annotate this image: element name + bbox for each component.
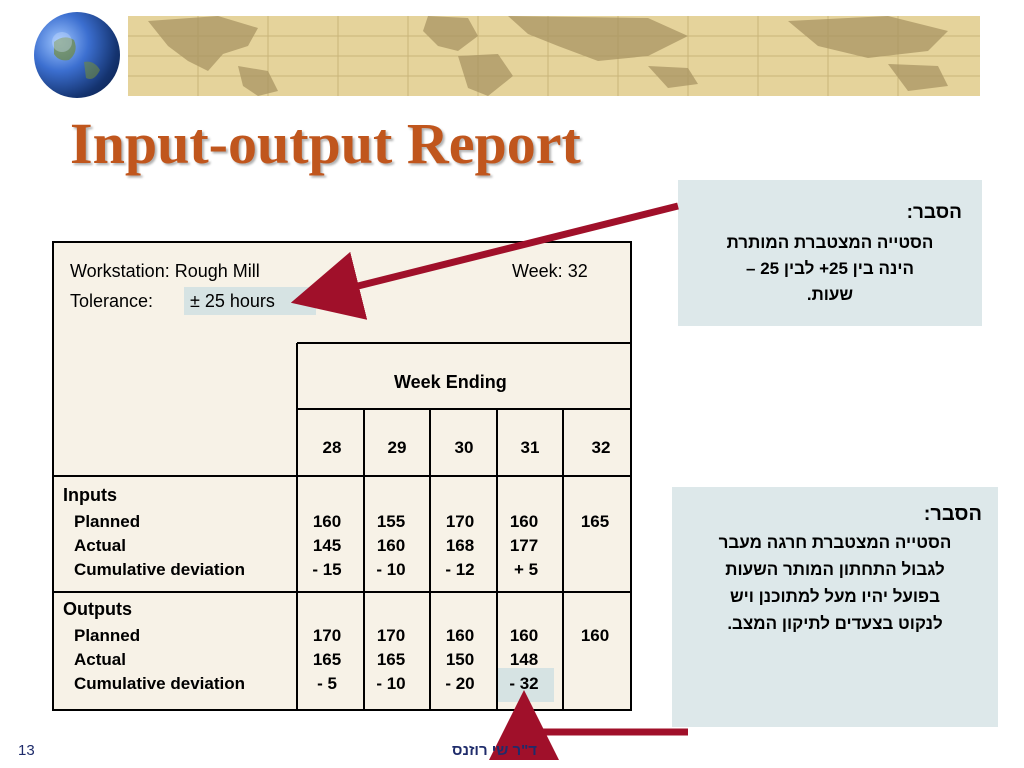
- outputs-cumdev-28: - 5: [317, 674, 337, 693]
- note2-line-1: הסטייה המצטברת חרגה מעבר: [718, 533, 952, 552]
- outputs-actual-29: 165: [376, 650, 406, 669]
- inputs-actual-28: 145: [312, 536, 342, 555]
- world-map-banner: [128, 16, 980, 96]
- outputs-planned-31: 160: [509, 626, 539, 645]
- arrow-to-tolerance: [290, 202, 679, 320]
- note2-line-4: לנקוט בצעדים לתיקון המצב.: [727, 614, 943, 633]
- note2-line-2: לגבול התחתון המותר השעות: [725, 560, 945, 579]
- week-32: 32: [591, 438, 611, 457]
- inputs-cumdev-label: Cumulative deviation: [74, 560, 245, 579]
- outputs-actual-28: 165: [312, 650, 342, 669]
- world-map-image: [128, 16, 980, 96]
- outputs-cumdev-31: - 32: [509, 674, 539, 693]
- inputs-cumdev-31: + 5: [513, 560, 539, 579]
- page-title: Input-output Report: [70, 111, 581, 176]
- note2-body: הסטייה המצטברת חרגה מעבר לגבול התחתון המ…: [672, 529, 998, 637]
- author-footer: ד"ר שי רוזנס: [452, 742, 538, 759]
- outputs-actual-label: Actual: [74, 650, 126, 669]
- inputs-planned-30: 170: [445, 512, 475, 531]
- tolerance-label: Tolerance:: [70, 291, 154, 311]
- inputs-cumdev-28: - 15: [312, 560, 342, 579]
- note1-line-2: הינה בין 25+ לבין 25 –: [746, 259, 914, 278]
- outputs-cumdev-30: - 20: [445, 674, 475, 693]
- workstation-label: Workstation: Rough Mill: [70, 261, 260, 281]
- explanation-note-deviation: הסבר: הסטייה המצטברת חרגה מעבר לגבול התח…: [672, 487, 998, 727]
- outputs-planned-label: Planned: [74, 626, 141, 645]
- outputs-cumdev-label: Cumulative deviation: [74, 674, 245, 693]
- note1-line-3: שעות.: [806, 285, 854, 304]
- explanation-note-tolerance: הסבר: הסטייה המצטברת המותרת הינה בין 25+…: [678, 180, 982, 326]
- inputs-cumdev-30: - 12: [445, 560, 475, 579]
- inputs-planned-31: 160: [509, 512, 539, 531]
- inputs-actual-label: Actual: [74, 536, 126, 555]
- note1-heading: הסבר:: [906, 202, 962, 223]
- outputs-planned-28: 170: [312, 626, 342, 645]
- inputs-actual-31: 177: [509, 536, 539, 555]
- inputs-planned-28: 160: [312, 512, 342, 531]
- globe-icon: [34, 12, 120, 98]
- note1-body: הסטייה המצטברת המותרת הינה בין 25+ לבין …: [678, 230, 982, 308]
- inputs-heading: Inputs: [63, 485, 117, 505]
- week-29: 29: [387, 438, 407, 457]
- outputs-actual-31: 148: [509, 650, 539, 669]
- outputs-actual-30: 150: [445, 650, 475, 669]
- outputs-cumdev-29: - 10: [376, 674, 406, 693]
- note2-heading: הסבר:: [923, 503, 982, 525]
- inputs-actual-30: 168: [445, 536, 475, 555]
- week-ending-header: Week Ending: [394, 372, 507, 392]
- week-31: 31: [520, 438, 540, 457]
- outputs-planned-29: 170: [376, 626, 406, 645]
- inputs-planned-label: Planned: [74, 512, 141, 531]
- outputs-planned-32: 160: [580, 626, 610, 645]
- outputs-planned-30: 160: [445, 626, 475, 645]
- note2-line-3: בפועל יהיו מעל למתוכנן ויש: [729, 587, 941, 606]
- inputs-actual-29: 160: [376, 536, 406, 555]
- arrow-to-deviation: [489, 690, 688, 760]
- table-grid: [54, 342, 630, 709]
- page-number: 13: [18, 742, 35, 759]
- inputs-cumdev-29: - 10: [376, 560, 406, 579]
- note1-line-1: הסטייה המצטברת המותרת: [726, 233, 934, 252]
- inputs-planned-29: 155: [376, 512, 406, 531]
- week-28: 28: [322, 438, 342, 457]
- tolerance-value: ± 25 hours: [190, 291, 275, 311]
- week-30: 30: [454, 438, 474, 457]
- outputs-heading: Outputs: [63, 599, 132, 619]
- week-label: Week: 32: [512, 261, 588, 281]
- inputs-planned-32: 165: [580, 512, 610, 531]
